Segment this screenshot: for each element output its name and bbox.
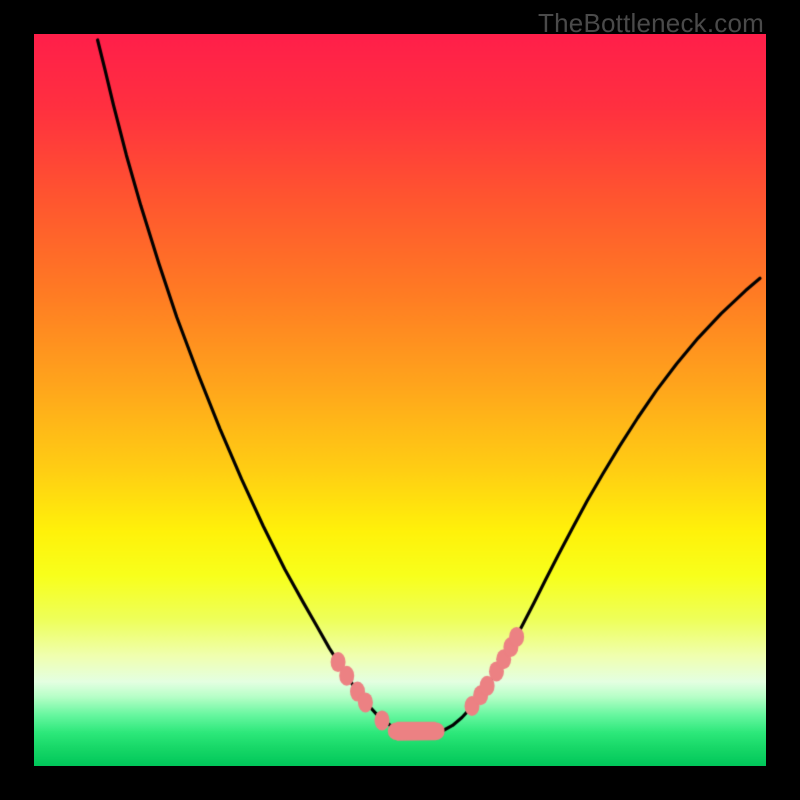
bottleneck-curve-chart xyxy=(34,34,766,766)
watermark-text: TheBottleneck.com xyxy=(538,8,764,39)
plot-frame xyxy=(34,34,766,766)
stage: TheBottleneck.com xyxy=(0,0,800,800)
